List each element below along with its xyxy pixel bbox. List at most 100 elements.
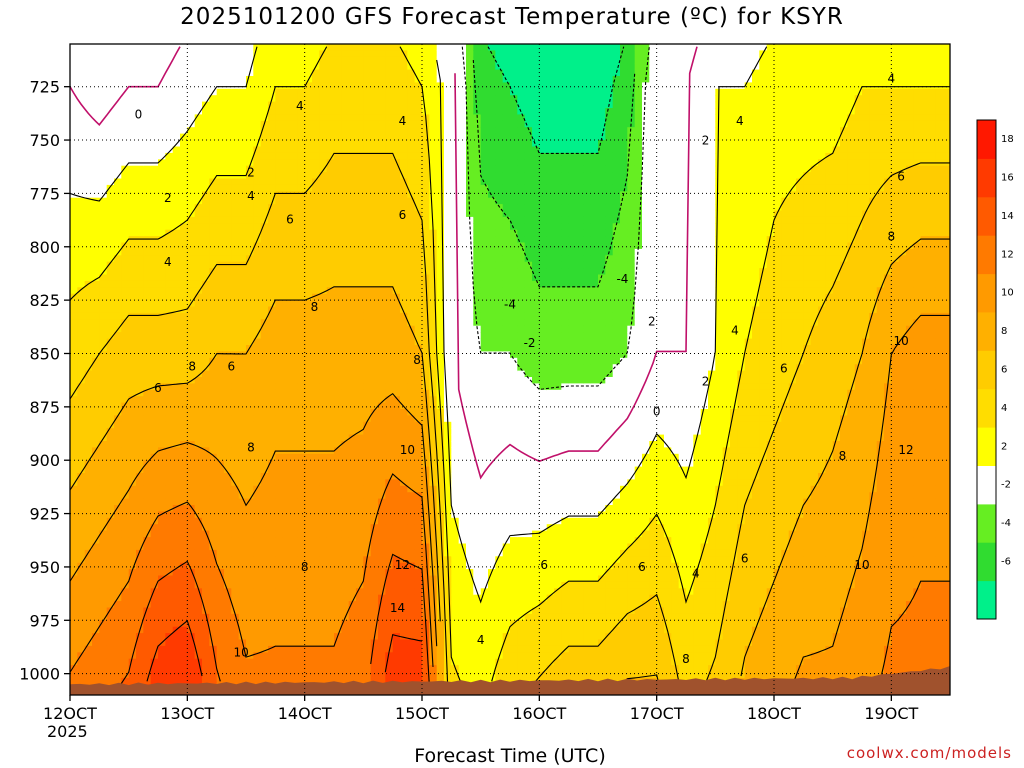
shade-cell [165, 44, 174, 51]
shade-cell [99, 530, 108, 538]
shade-cell [290, 82, 298, 90]
shade-cell [246, 485, 254, 493]
shade-cell [414, 120, 423, 128]
shade-cell [407, 370, 416, 378]
shade-cell [99, 377, 108, 384]
shade-cell [224, 453, 232, 461]
shade-cell [392, 236, 401, 244]
shade-cell [334, 601, 342, 609]
shade-cell [180, 633, 188, 641]
shade-cell [378, 82, 386, 90]
shade-cell [326, 626, 335, 634]
shade-cell [136, 466, 144, 474]
shade-cell [136, 517, 144, 525]
shade-cell [216, 588, 225, 596]
shade-cell [224, 601, 232, 609]
shade-cell [275, 524, 284, 532]
shade-cell [319, 44, 328, 51]
shade-cell [99, 466, 108, 474]
shade-cell [114, 172, 122, 180]
shade-cell [253, 428, 262, 436]
shade-cell [260, 101, 269, 109]
shade-cell [238, 505, 247, 512]
shade-cell [326, 652, 335, 660]
shade-cell [363, 645, 372, 653]
shade-cell [385, 377, 394, 384]
shade-cell [158, 549, 166, 557]
shade-cell [334, 569, 342, 577]
shade-cell [319, 607, 328, 615]
shade-cell [143, 633, 152, 641]
shade-cell [99, 287, 108, 295]
shade-cell [356, 549, 364, 557]
shade-cell [128, 485, 137, 493]
shade-cell [363, 389, 372, 397]
shade-cell [334, 453, 342, 461]
shade-cell [224, 389, 232, 397]
shade-cell [282, 140, 291, 147]
shade-cell [143, 556, 152, 564]
shade-cell [275, 453, 284, 461]
shade-cell [392, 108, 401, 115]
shade-cell [84, 127, 93, 135]
shade-cell [334, 44, 342, 51]
shade-cell [180, 601, 188, 609]
shade-cell [319, 88, 328, 96]
shade-cell [253, 312, 262, 320]
shade-cell [282, 441, 291, 448]
shade-cell [319, 498, 328, 506]
shade-cell [92, 607, 100, 615]
shade-cell [121, 306, 130, 314]
shade-cell [187, 562, 196, 570]
shade-cell [202, 165, 210, 173]
shade-cell [348, 511, 357, 519]
shade-cell [304, 345, 313, 352]
shade-cell [414, 537, 423, 545]
shade-cell [312, 562, 320, 570]
shade-cell [282, 300, 291, 308]
shade-cell [216, 165, 225, 173]
shade-cell [158, 300, 166, 308]
shade-cell [378, 498, 386, 506]
shade-cell [275, 172, 284, 180]
shade-cell [253, 172, 262, 180]
shade-cell [253, 562, 262, 570]
shade-cell [334, 364, 342, 372]
shade-cell [231, 63, 240, 71]
shade-cell [392, 204, 401, 212]
shade-cell [128, 56, 137, 64]
shade-cell [165, 652, 174, 660]
shade-cell [128, 108, 137, 115]
shade-cell [407, 633, 416, 641]
shade-cell [216, 95, 225, 103]
shade-cell [363, 172, 372, 180]
shade-cell [378, 184, 386, 192]
shade-cell [231, 216, 240, 224]
shade-cell [99, 82, 108, 90]
shade-cell [370, 479, 379, 487]
shade-cell [136, 677, 144, 685]
shade-cell [150, 184, 159, 192]
shade-cell [414, 210, 423, 218]
shade-cell [158, 108, 166, 115]
shade-cell [106, 626, 115, 634]
shade-cell [128, 114, 137, 122]
shade-cell [297, 466, 306, 474]
shade-cell [290, 524, 298, 532]
shade-cell [268, 114, 276, 122]
shade-cell [246, 453, 254, 461]
shade-cell [414, 204, 423, 212]
shade-cell [150, 50, 159, 58]
shade-cell [194, 172, 203, 180]
shade-cell [128, 261, 137, 269]
shade-cell [158, 101, 166, 109]
shade-cell [128, 332, 137, 340]
shade-cell [392, 133, 401, 141]
shade-cell [70, 357, 78, 365]
shade-cell [172, 434, 181, 442]
shade-cell [356, 332, 364, 340]
shade-cell [231, 581, 240, 589]
shade-cell [297, 562, 306, 570]
shade-cell [202, 639, 210, 647]
shade-cell [216, 498, 225, 506]
